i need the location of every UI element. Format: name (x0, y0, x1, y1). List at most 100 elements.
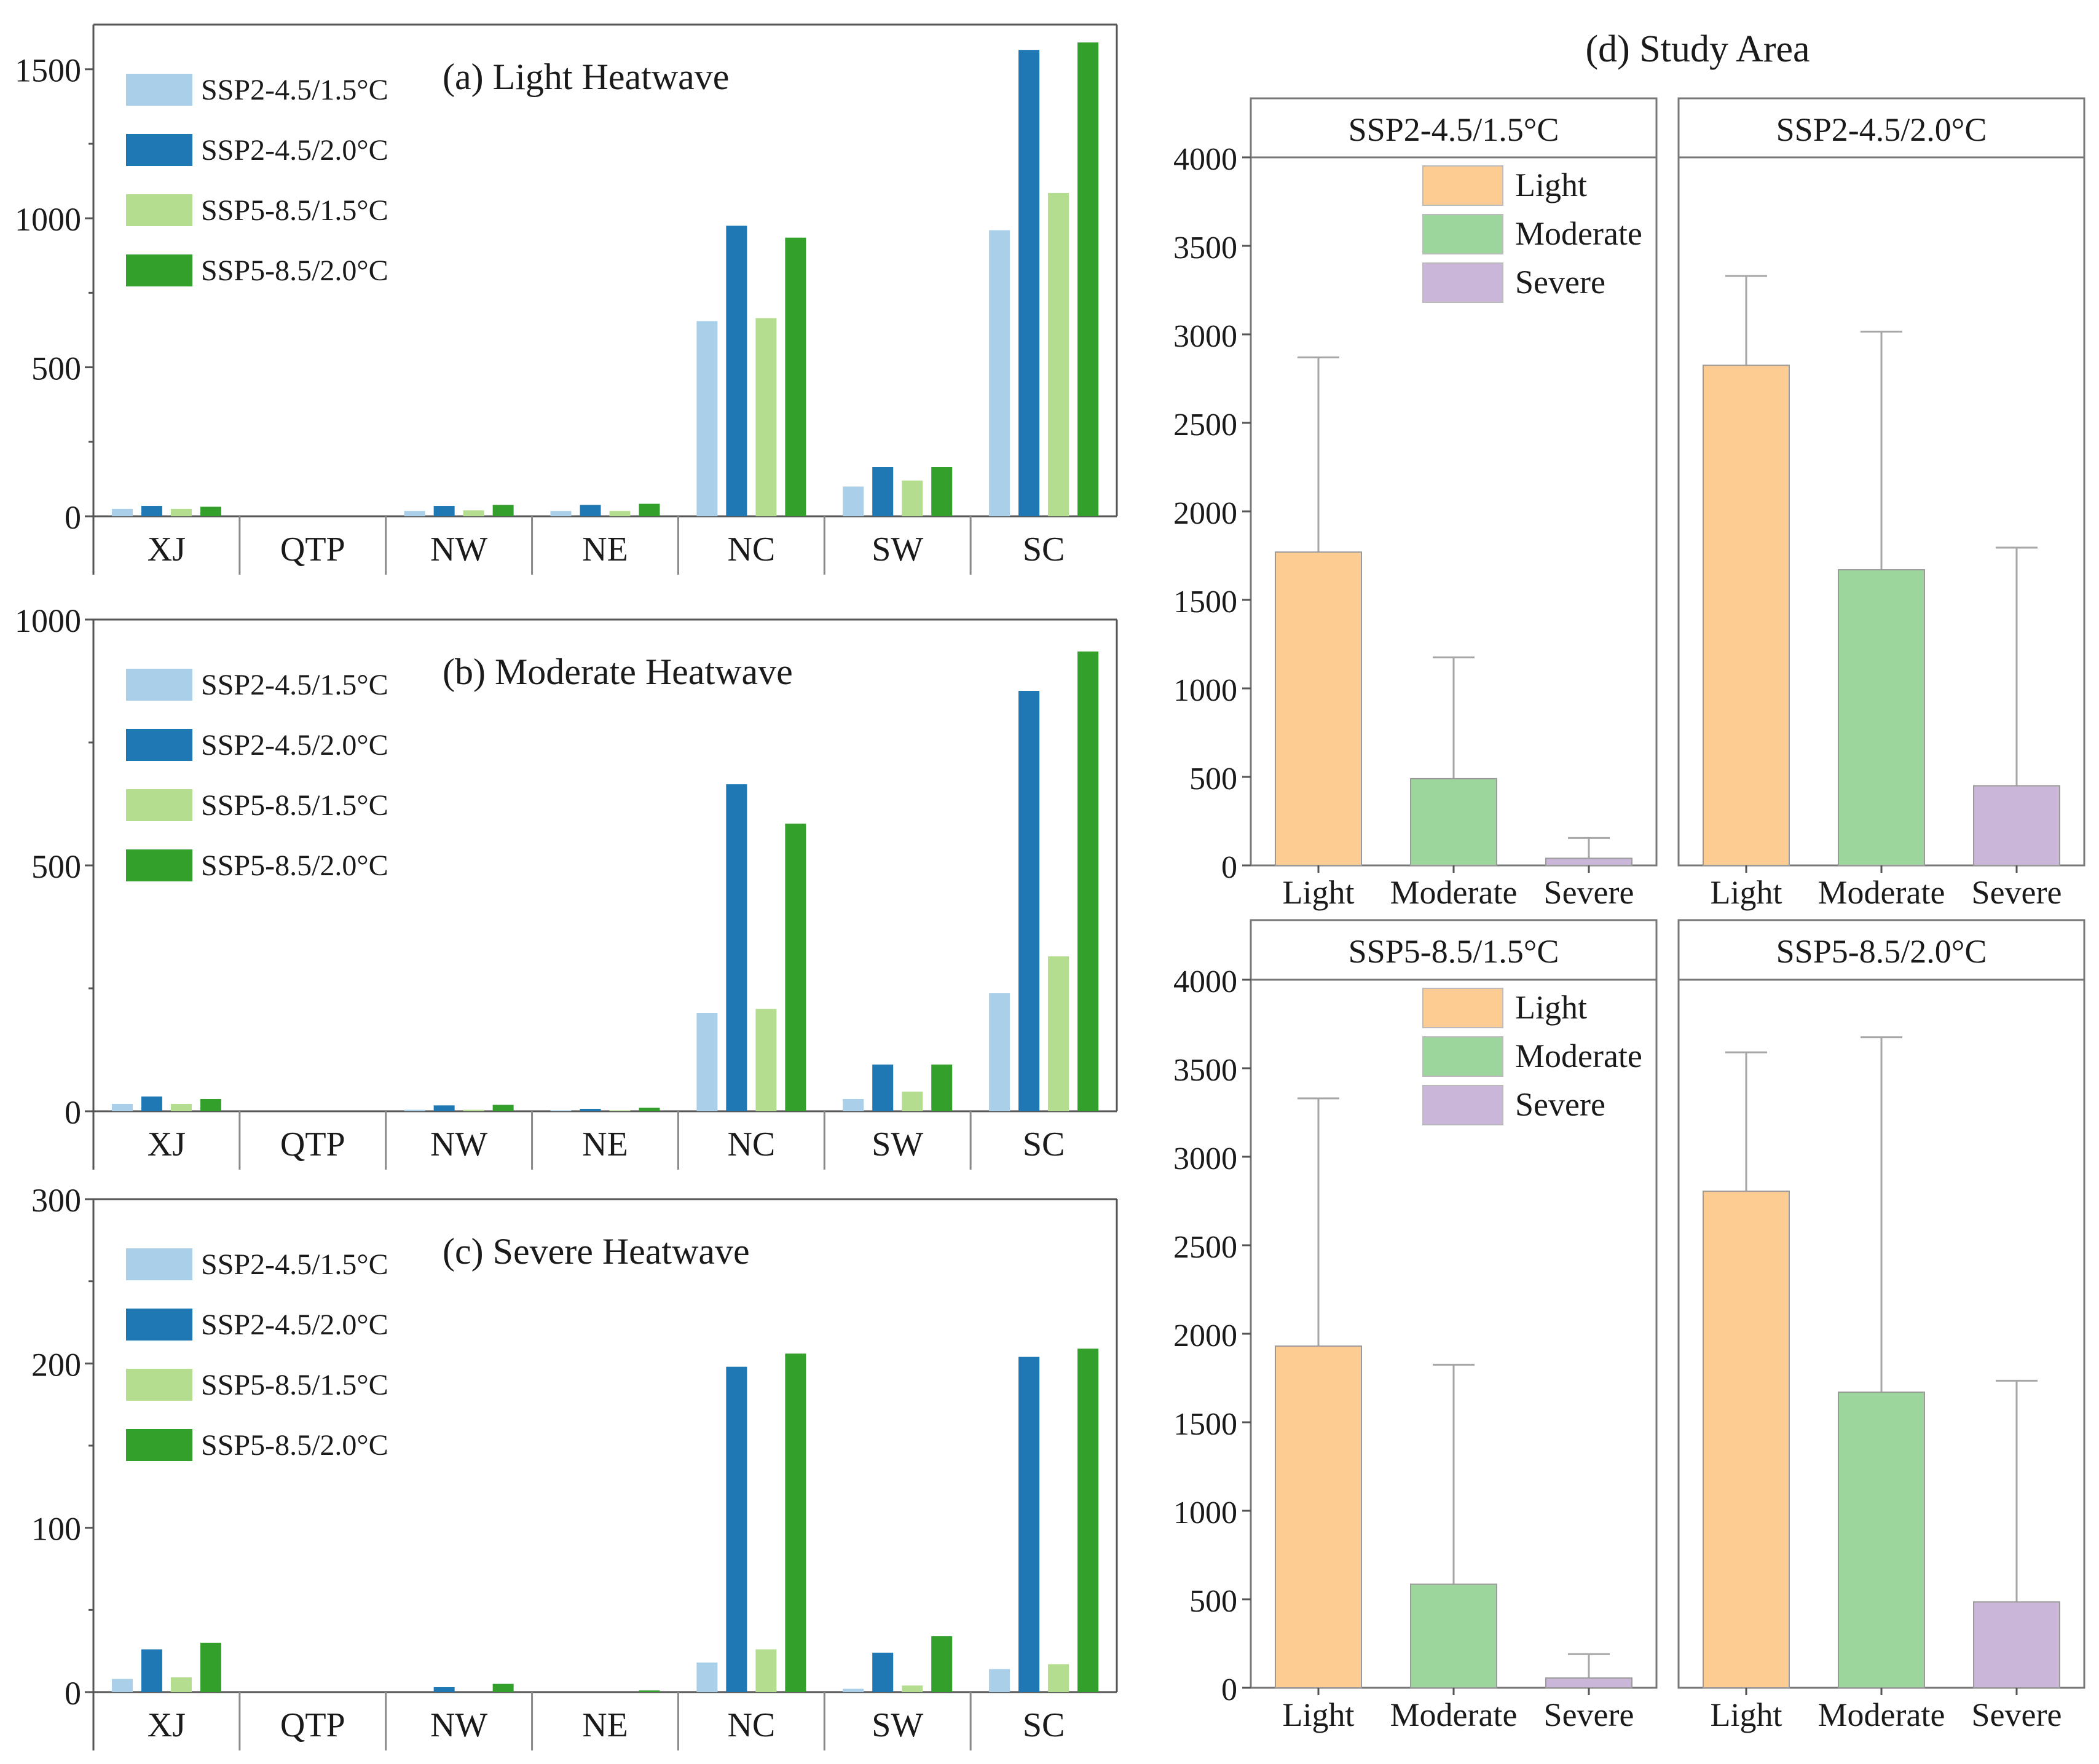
legend-swatch-ssp585_15 (126, 789, 192, 821)
bar-moderate (1838, 569, 1925, 866)
y-tick-label: 0 (65, 1094, 81, 1131)
legend-swatch-ssp245_15 (126, 74, 192, 106)
bar-ssp585_15 (609, 1110, 631, 1111)
x-tick-label: NC (727, 530, 775, 569)
legend-label: Moderate (1515, 215, 1642, 252)
y-tick-label: 2000 (1173, 1318, 1237, 1353)
bar-ssp245_15 (843, 486, 864, 516)
bar-ssp585_20 (1077, 1349, 1099, 1692)
bar-ssp245_15 (843, 1688, 864, 1692)
bar-ssp245_20 (433, 1687, 455, 1692)
bar-severe (1545, 857, 1632, 866)
bar-ssp585_15 (463, 1109, 484, 1111)
y-tick-label: 100 (31, 1511, 81, 1548)
legend-swatch-severe (1422, 262, 1503, 303)
bar-ssp245_15 (696, 1662, 718, 1692)
chart-a-light-heatwave: 0 500 1000 1500 XJ QTP NW NE NC SW SC (a) Light Hea… (15, 23, 1118, 575)
x-tick-label: NE (582, 1706, 628, 1744)
legend-label: SSP2-4.5/1.5°C (201, 669, 388, 701)
legend-swatch-moderate (1422, 214, 1503, 254)
legend-label: SSP5-8.5/2.0°C (201, 254, 388, 287)
legend-swatch-ssp245_15 (126, 1248, 192, 1280)
bar-ssp245_20 (872, 467, 894, 516)
legend-label: Light (1515, 989, 1587, 1026)
bar-ssp585_20 (1077, 652, 1099, 1111)
y-tick-label: 0 (65, 499, 81, 536)
bar-ssp585_20 (931, 467, 953, 516)
bar-ssp245_20 (141, 1649, 162, 1692)
y-tick-label: 500 (31, 848, 81, 885)
legend-label: SSP5-8.5/2.0°C (201, 849, 388, 882)
legend-label: SSP2-4.5/1.5°C (201, 74, 388, 106)
bar-ssp585_20 (1077, 42, 1099, 516)
study-panel: SSP2-4.5/2.0°C Light Moderate Severe (1677, 97, 2085, 911)
bar-ssp245_20 (872, 1652, 894, 1692)
bar-ssp585_15 (755, 1009, 777, 1111)
y-tick-label: 200 (31, 1346, 81, 1383)
study-panel: SSP5-8.5/2.0°C Light Moderate Severe (1677, 919, 2085, 1733)
panel-header-label: SSP2-4.5/1.5°C (1349, 111, 1559, 148)
bar-ssp585_20 (785, 1353, 806, 1692)
bar-ssp245_20 (580, 505, 601, 516)
panel-header-label: SSP2-4.5/2.0°C (1776, 111, 1987, 148)
x-tick-label: QTP (280, 1125, 345, 1164)
bar-ssp585_15 (463, 510, 484, 516)
panel-header-label: SSP5-8.5/1.5°C (1349, 933, 1559, 970)
x-tick-label: Moderate (1818, 1696, 1945, 1733)
bar-ssp585_20 (200, 506, 221, 516)
y-tick-label: 1500 (1173, 1407, 1237, 1442)
y-tick-label: 1000 (1173, 1495, 1237, 1530)
y-tick-label: 3000 (1173, 1141, 1237, 1176)
chart-c-severe-heatwave: 0 100 200 300 XJ QTP NW NE NC SW SC (c) Severe Heat… (31, 1182, 1118, 1750)
bar-ssp245_20 (580, 1109, 601, 1111)
y-tick-label: 1000 (15, 602, 81, 639)
x-tick-label: Severe (1972, 874, 2062, 911)
y-tick-label: 1000 (15, 201, 81, 238)
bar-moderate (1410, 1583, 1497, 1689)
legend-swatch-moderate (1422, 1036, 1503, 1077)
x-tick-label: Moderate (1818, 874, 1945, 911)
bar-ssp585_20 (492, 505, 514, 516)
y-tick-label: 1500 (1173, 585, 1237, 620)
legend-swatch-severe (1422, 1085, 1503, 1125)
bar-ssp585_15 (170, 508, 192, 516)
legend-label: SSP5-8.5/1.5°C (201, 1369, 388, 1401)
study-panel: SSP5-8.5/1.5°C 0 500 1000 1500 2000 2500 3000 35… (1173, 919, 1658, 1733)
bar-ssp245_15 (989, 1669, 1010, 1692)
bar-ssp585_15 (1048, 192, 1069, 516)
bar-ssp585_15 (609, 511, 631, 516)
bar-ssp245_15 (404, 1109, 425, 1111)
bar-ssp585_15 (170, 1677, 192, 1692)
legend-label: SSP2-4.5/1.5°C (201, 1248, 388, 1281)
bar-ssp245_20 (141, 506, 162, 516)
x-tick-label: NW (430, 1706, 487, 1744)
y-tick-label: 1500 (15, 52, 81, 89)
bar-ssp245_15 (550, 511, 572, 516)
bar-ssp585_20 (492, 1683, 514, 1692)
study-panel: SSP2-4.5/1.5°C 0 500 1000 1500 2000 2500 3000 35… (1173, 97, 1658, 911)
legend-swatch-ssp585_20 (126, 1429, 192, 1461)
bar-light (1275, 1345, 1362, 1688)
bar-ssp245_15 (111, 1679, 133, 1692)
chart-title: (a) Light Heatwave (443, 57, 729, 97)
x-tick-label: XJ (148, 1706, 186, 1744)
bar-severe (1545, 1677, 1632, 1688)
y-tick-label: 2500 (1173, 408, 1237, 443)
y-tick-label: 2000 (1173, 496, 1237, 531)
bar-ssp245_20 (1018, 691, 1040, 1111)
bar-ssp585_20 (785, 237, 806, 516)
chart-b-moderate-heatwave: 0 500 1000 XJ QTP NW NE NC SW SC (b) Moderate Heat… (15, 602, 1118, 1170)
legend-swatch-ssp585_20 (126, 849, 192, 881)
legend-label: SSP5-8.5/1.5°C (201, 789, 388, 822)
bar-ssp585_20 (931, 1636, 953, 1692)
x-tick-label: Light (1711, 874, 1782, 911)
legend-label: Severe (1515, 264, 1605, 301)
bar-severe (1973, 785, 2060, 867)
bar-ssp245_15 (111, 508, 133, 516)
y-tick-label: 500 (31, 350, 81, 387)
bar-light (1703, 364, 1790, 866)
bar-ssp585_20 (639, 1108, 660, 1111)
x-tick-label: NC (727, 1706, 775, 1744)
bar-ssp245_20 (433, 506, 455, 516)
bar-ssp245_15 (550, 1110, 572, 1111)
